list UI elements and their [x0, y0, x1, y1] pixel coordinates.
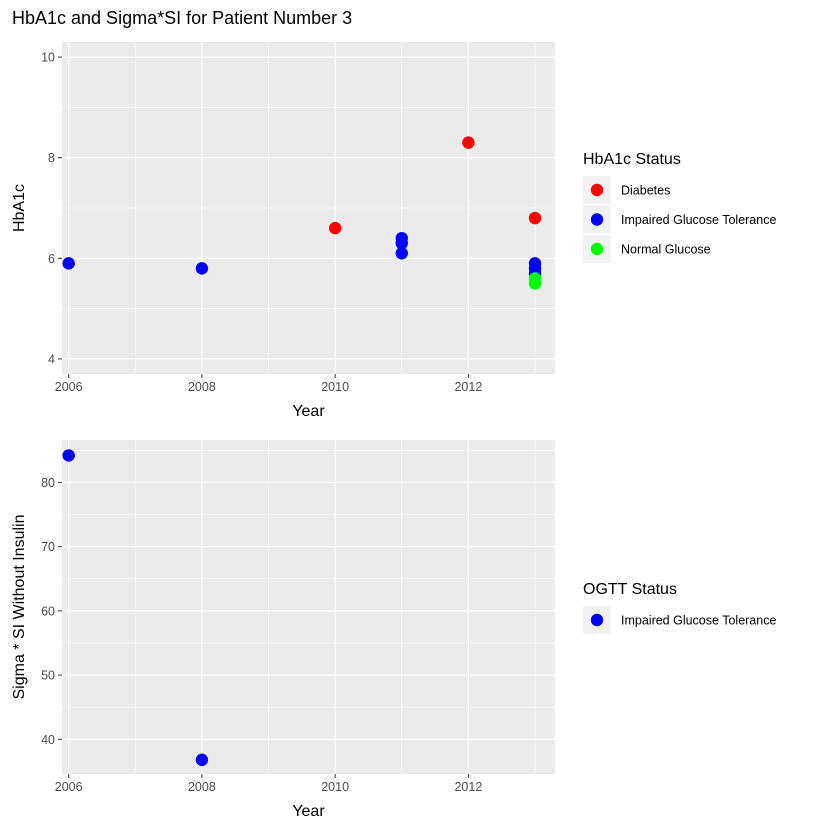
data-point [328, 221, 342, 235]
y-tick-label: 80 [41, 476, 55, 490]
y-tick-label: 10 [41, 51, 55, 65]
x-axis-title: Year [292, 403, 325, 420]
x-tick-label: 2006 [55, 780, 83, 794]
chart-title: HbA1c and Sigma*SI for Patient Number 3 [12, 8, 352, 28]
data-point [62, 257, 75, 270]
x-tick-label: 2012 [454, 780, 482, 794]
data-point [195, 753, 209, 767]
x-tick-label: 2008 [188, 780, 216, 794]
x-tick-label: 2010 [321, 780, 349, 794]
chart-panels: 2006 2008 2010 2012 4 6 8 10 Year HbA1c HbA1c Stat… [11, 42, 776, 820]
legend-label: Diabetes [621, 184, 670, 198]
data-point [528, 211, 542, 225]
data-point [528, 277, 542, 290]
data-point [395, 237, 408, 250]
data-point [195, 262, 209, 275]
y-tick-label: 60 [41, 604, 55, 618]
legend-key [590, 613, 604, 627]
y-tick-label: 50 [41, 669, 55, 683]
legend: OGTT Status Impaired Glucose Tolerance [583, 581, 776, 634]
legend-label: Normal Glucose [621, 243, 711, 257]
legend-label: Impaired Glucose Tolerance [621, 614, 776, 628]
x-tick-label: 2008 [188, 380, 216, 394]
panel-1: 2006 2008 2010 2012 4 6 8 10 Year HbA1c HbA1c Stat… [11, 42, 776, 420]
x-tick-label: 2012 [454, 380, 482, 394]
data-point [62, 449, 75, 462]
legend-key [590, 242, 604, 256]
legend-key [590, 183, 604, 197]
legend-key [590, 213, 604, 226]
plot-background [62, 440, 555, 774]
data-point [462, 136, 475, 149]
y-axis-title: Sigma * SI Without Insulin [11, 515, 28, 700]
data-point [395, 247, 408, 260]
legend-title: HbA1c Status [583, 151, 681, 168]
y-tick-label: 40 [41, 733, 55, 747]
y-tick-label: 8 [48, 151, 55, 165]
panel-2: 2006 2008 2010 2012 40 50 60 70 80 Year Sigma * SI… [11, 440, 776, 820]
legend: HbA1c Status Diabetes Impaired Glucose Tol… [583, 151, 776, 263]
legend-title: OGTT Status [583, 581, 677, 598]
y-tick-label: 6 [48, 252, 55, 266]
x-tick-label: 2006 [55, 380, 83, 394]
x-tick-label: 2010 [321, 380, 349, 394]
y-axis-title: HbA1c [11, 184, 28, 232]
x-axis-title: Year [292, 803, 325, 820]
y-tick-label: 4 [48, 352, 55, 366]
legend-label: Impaired Glucose Tolerance [621, 213, 776, 227]
y-tick-label: 70 [41, 540, 55, 554]
